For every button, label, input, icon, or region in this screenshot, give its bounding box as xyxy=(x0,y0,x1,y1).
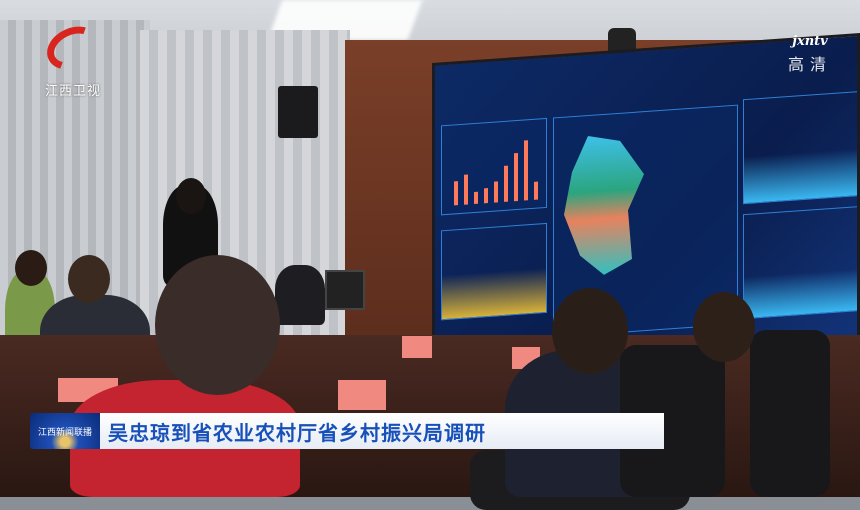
watermark-brand: jxntv xyxy=(792,34,828,49)
screen-bar xyxy=(514,152,518,202)
name-plate xyxy=(338,380,386,410)
wall-speaker xyxy=(278,86,318,138)
headline: 吴忠琼到省农业农村厅省乡村振兴局调研 xyxy=(100,413,664,449)
laptop xyxy=(325,270,365,310)
chair xyxy=(750,330,830,497)
channel-logo-text: 江西卫视 xyxy=(44,84,101,99)
province-map xyxy=(564,132,644,278)
screen-bar xyxy=(474,191,478,205)
attendee-head xyxy=(15,250,47,286)
dashboard-screen xyxy=(432,33,860,381)
attendee-head xyxy=(693,292,755,362)
area-chart-panel-right-lower xyxy=(743,205,860,320)
operator xyxy=(275,265,325,325)
foreground-attendee-head xyxy=(155,255,280,395)
bar-chart-panel xyxy=(441,117,547,216)
screen-bar xyxy=(524,140,528,201)
attendee-head xyxy=(68,255,110,303)
screen-bar xyxy=(534,181,538,200)
program-badge: 江西新闻联播 xyxy=(30,413,100,449)
screen-bar xyxy=(484,188,488,204)
hd-label: 高清 xyxy=(787,55,832,74)
news-caption-bar: 江西新闻联播 吴忠琼到省农业农村厅省乡村振兴局调研 xyxy=(30,413,664,449)
screen-bar xyxy=(464,174,468,205)
name-plate xyxy=(402,336,432,358)
presenter-head xyxy=(176,178,206,214)
area-chart-panel-right xyxy=(743,90,860,205)
channel-logo-mark xyxy=(40,18,106,78)
area-chart-panel xyxy=(441,222,547,321)
watermark: jxntv 高清 xyxy=(770,34,850,75)
screen-bar xyxy=(454,181,458,206)
screen-bar xyxy=(504,165,508,202)
channel-logo: 江西卫视 xyxy=(38,18,108,100)
attendee-head xyxy=(552,288,628,374)
screen-bar xyxy=(494,181,498,203)
